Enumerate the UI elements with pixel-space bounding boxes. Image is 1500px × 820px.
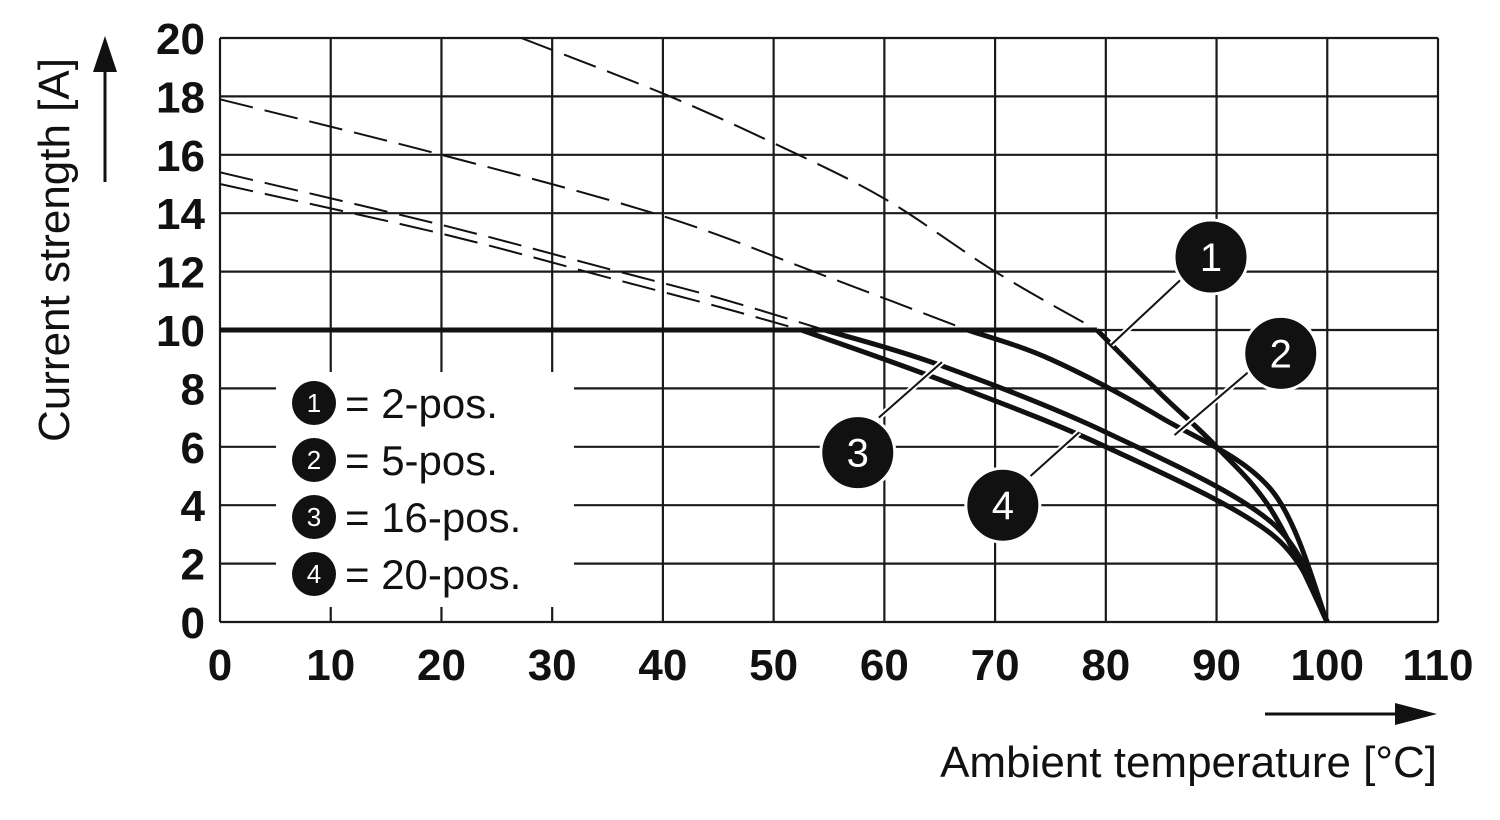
y-tick-label: 6 [181,424,205,473]
x-tick-label: 100 [1291,641,1364,690]
x-tick-label: 90 [1192,641,1241,690]
x-axis-title: Ambient temperature [°C] [940,738,1437,787]
y-tick-label: 0 [181,599,205,648]
legend-label: = 2-pos. [345,380,498,427]
x-tick-label: 40 [638,641,687,690]
callout-leader-line [1110,279,1181,346]
curve-2-solid [966,327,1330,623]
curve-callouts: 1 2 3 4 [819,218,1320,544]
x-tick-label: 60 [860,641,909,690]
y-axis-arrow [93,36,117,182]
y-tick-label: 8 [181,365,205,414]
legend-badge-number: 3 [307,502,321,532]
legend: 1 = 2-pos. 2 = 5-pos. 3 = 16-pos. 4 = 20-pos. [276,372,574,607]
x-tick-label: 20 [417,641,466,690]
x-tick-label: 110 [1403,641,1474,690]
legend-badge-3 [292,495,336,539]
callout-badge-1 [1172,218,1250,296]
y-axis-title: Current strength [A] [30,58,79,442]
legend-badge-1 [292,381,336,425]
callout-leader-line [1173,370,1251,436]
curves [219,37,1330,624]
y-tick-label: 14 [156,190,205,239]
legend-label: = 20-pos. [345,551,521,598]
curve-3-dashed [219,171,825,331]
tick-labels: 0 10 20 30 40 50 60 70 80 90 100 110024681012141618… [156,15,1473,690]
x-tick-label: 10 [306,641,355,690]
legend-badge-number: 4 [307,559,321,589]
curve-1-dashed [520,37,1098,331]
callout-leader-line [878,361,943,419]
callout-badge-3 [819,414,897,492]
y-tick-label: 20 [156,15,205,64]
legend-badge-number: 2 [307,445,321,475]
x-tick-label: 30 [528,641,577,690]
y-tick-label: 2 [181,541,205,590]
callout-badge-number: 1 [1200,236,1222,280]
legend-label: = 5-pos. [345,437,498,484]
legend-badge-4 [292,552,336,596]
curve-3-solid [823,327,1330,624]
x-tick-label: 70 [971,641,1020,690]
legend-badge-2 [292,438,336,482]
x-axis-arrow [1265,703,1437,725]
curve-2-dashed [219,98,968,331]
callout-badge-number: 2 [1270,332,1292,376]
legend-label: = 16-pos. [345,494,521,541]
callout-badge-4 [964,466,1042,544]
y-tick-label: 12 [156,249,205,298]
callout-badge-2 [1242,314,1320,392]
x-tick-label: 50 [749,641,798,690]
y-tick-label: 18 [156,73,205,122]
curve-4-solid [800,327,1330,624]
x-tick-label: 80 [1081,641,1130,690]
y-tick-label: 4 [181,482,206,531]
y-tick-label: 10 [156,307,205,356]
y-tick-label: 16 [156,132,205,181]
curve-4-dashed [219,183,802,331]
legend-badge-number: 1 [307,388,321,418]
callout-leader-line [1029,431,1080,477]
callout-badge-number: 4 [992,484,1014,528]
callout-badge-number: 3 [847,432,869,476]
x-tick-label: 0 [208,641,232,690]
